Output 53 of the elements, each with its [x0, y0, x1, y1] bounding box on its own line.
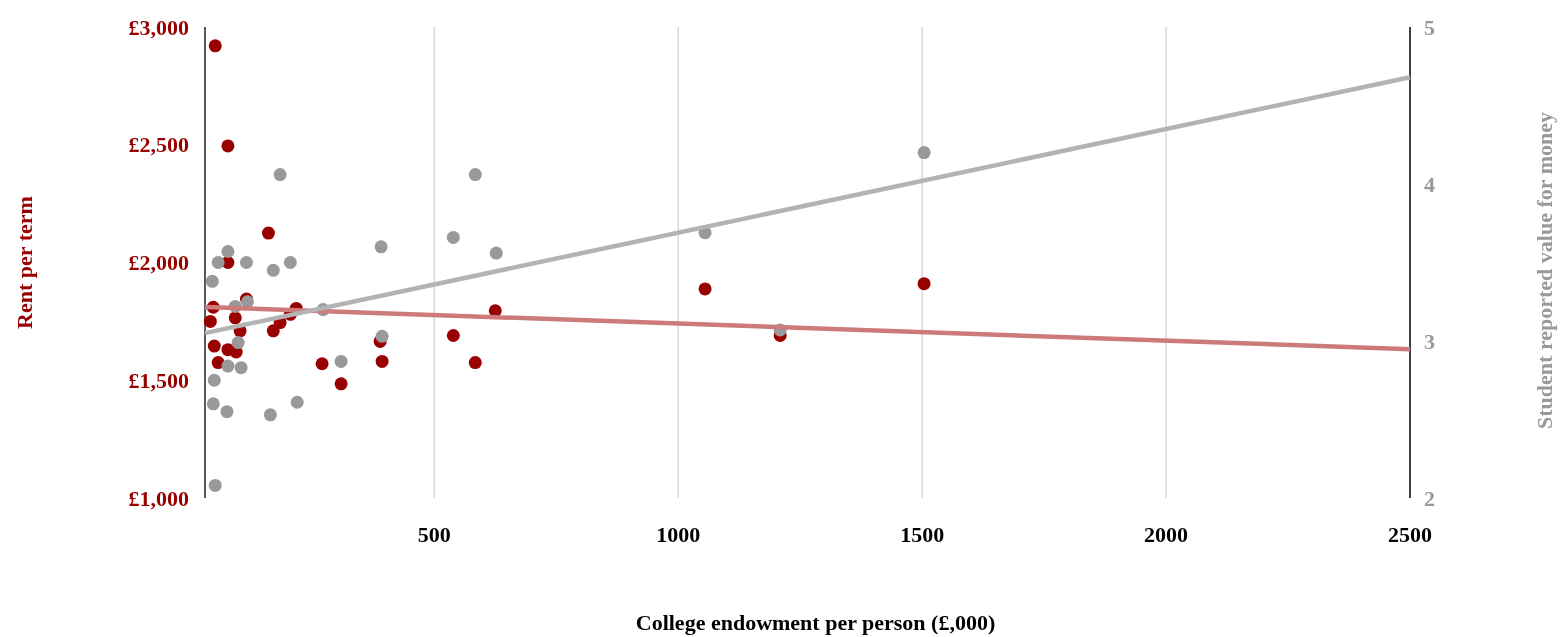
x-tick-label: 2500: [1388, 522, 1432, 547]
x-tick-label: 500: [417, 522, 451, 547]
point: [207, 373, 221, 387]
point: [468, 356, 482, 370]
point: [334, 377, 348, 391]
y2-axis-title: Student reported value for money: [1532, 112, 1557, 429]
point: [221, 139, 235, 153]
point: [221, 359, 235, 373]
point: [208, 478, 222, 492]
point: [239, 256, 253, 269]
point: [446, 230, 460, 244]
y-tick-label: £1,000: [128, 485, 189, 511]
y2-tick-label: 5: [1424, 14, 1435, 40]
point: [263, 408, 277, 422]
y2-tick-label: 4: [1424, 171, 1435, 197]
point: [206, 397, 220, 411]
x-tick-label: 1500: [900, 522, 945, 547]
point: [917, 146, 931, 160]
point: [273, 168, 287, 182]
point: [468, 168, 482, 182]
point: [220, 405, 234, 419]
point: [205, 274, 219, 288]
point: [917, 277, 931, 291]
point: [446, 329, 460, 343]
y-tick-label: £2,500: [128, 132, 189, 158]
y2-tick-label: 3: [1424, 328, 1435, 354]
y-axis-title: Rent per term: [12, 196, 37, 329]
point: [283, 256, 297, 269]
point: [234, 361, 248, 375]
point: [203, 314, 217, 328]
point: [375, 354, 389, 368]
point: [489, 246, 503, 260]
point: [208, 39, 222, 53]
point: [261, 226, 275, 240]
point: [266, 263, 280, 277]
point: [228, 311, 242, 325]
point: [207, 339, 221, 353]
point: [374, 240, 388, 254]
point: [315, 357, 329, 371]
y-tick-label: £3,000: [128, 14, 189, 40]
point: [290, 395, 304, 409]
point: [375, 329, 389, 343]
x-tick-label: 2000: [1144, 522, 1189, 547]
y-tick-label: £2,000: [128, 250, 189, 276]
point: [698, 282, 712, 296]
y-tick-label: £1,500: [128, 367, 189, 393]
point: [211, 256, 225, 269]
x-axis-title: College endowment per person (£,000): [635, 610, 996, 635]
y2-tick-label: 2: [1424, 485, 1435, 511]
x-tick-label: 1000: [656, 522, 701, 547]
point: [231, 336, 245, 350]
point: [334, 354, 348, 368]
point: [221, 245, 235, 259]
